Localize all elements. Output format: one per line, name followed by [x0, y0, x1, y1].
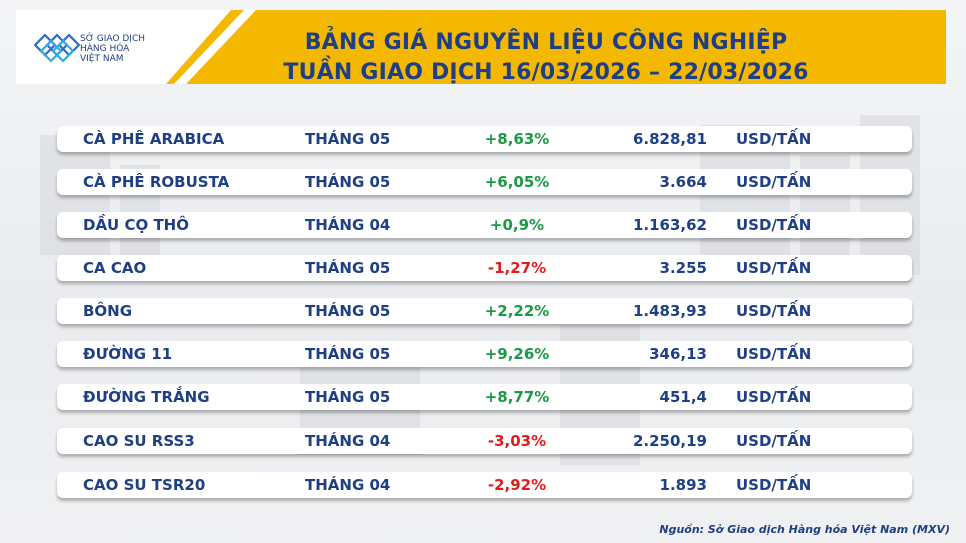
commodity-name: CAO SU TSR20	[83, 476, 206, 494]
table-row: CÀ PHÊ ARABICA THÁNG 05 +8,63% 6.828,81 …	[57, 126, 912, 152]
mxv-logo-icon	[34, 33, 81, 63]
price-value: 451,4	[659, 388, 707, 406]
table-row: DẦU CỌ THÔ THÁNG 04 +0,9% 1.163,62 USD/T…	[57, 212, 912, 238]
price-change: +9,26%	[484, 345, 550, 363]
price-unit: USD/TẤN	[736, 388, 812, 406]
contract-month: THÁNG 05	[305, 302, 391, 320]
price-change: -3,03%	[487, 432, 547, 450]
contract-month: THÁNG 04	[305, 432, 391, 450]
price-unit: USD/TẤN	[736, 345, 812, 363]
table-row: CAO SU RSS3 THÁNG 04 -3,03% 2.250,19 USD…	[57, 428, 912, 454]
contract-month: THÁNG 05	[305, 388, 391, 406]
page-title: BẢNG GIÁ NGUYÊN LIỆU CÔNG NGHIỆP	[304, 30, 788, 55]
price-value: 346,13	[649, 345, 707, 363]
price-change: +6,05%	[484, 173, 550, 191]
price-value: 3.255	[659, 259, 707, 277]
commodity-name: CA CAO	[83, 259, 147, 277]
commodity-name: DẦU CỌ THÔ	[83, 216, 189, 234]
price-value: 6.828,81	[632, 130, 707, 148]
header: SỞ GIAO DỊCH HÀNG HÓA VIỆT NAM BẢNG GIÁ …	[16, 10, 946, 85]
commodity-name: CAO SU RSS3	[83, 432, 195, 450]
price-unit: USD/TẤN	[736, 173, 812, 191]
table-row: BÔNG THÁNG 05 +2,22% 1.483,93 USD/TẤN	[57, 298, 912, 324]
contract-month: THÁNG 05	[305, 345, 391, 363]
price-change: +2,22%	[484, 302, 550, 320]
price-value: 1.163,62	[632, 216, 707, 234]
price-change: -2,92%	[487, 476, 547, 494]
price-unit: USD/TẤN	[736, 259, 812, 277]
price-change: -1,27%	[487, 259, 547, 277]
commodity-name: BÔNG	[83, 302, 133, 320]
logo-text: SỞ GIAO DỊCH HÀNG HÓA VIỆT NAM	[80, 34, 145, 64]
price-unit: USD/TẤN	[736, 432, 812, 450]
price-value: 1.893	[659, 476, 707, 494]
table-row: ĐƯỜNG 11 THÁNG 05 +9,26% 346,13 USD/TẤN	[57, 341, 912, 367]
page-subtitle: TUẦN GIAO DỊCH 16/03/2026 – 22/03/2026	[283, 60, 809, 85]
table-row: ĐƯỜNG TRẮNG THÁNG 05 +8,77% 451,4 USD/TẤ…	[57, 384, 912, 410]
commodity-name: ĐƯỜNG 11	[83, 345, 173, 363]
commodity-name: CÀ PHÊ ARABICA	[83, 130, 225, 148]
source-note: Nguồn: Sở Giao dịch Hàng hóa Việt Nam (M…	[659, 523, 950, 536]
contract-month: THÁNG 04	[305, 216, 391, 234]
commodity-name: ĐƯỜNG TRẮNG	[83, 388, 210, 406]
price-unit: USD/TẤN	[736, 302, 812, 320]
price-value: 3.664	[659, 173, 707, 191]
header-banner	[16, 10, 946, 84]
price-change: +0,9%	[489, 216, 545, 234]
commodity-name: CÀ PHÊ ROBUSTA	[83, 173, 230, 191]
price-value: 2.250,19	[632, 432, 707, 450]
contract-month: THÁNG 05	[305, 173, 391, 191]
price-change: +8,63%	[484, 130, 550, 148]
price-value: 1.483,93	[632, 302, 707, 320]
price-unit: USD/TẤN	[736, 216, 812, 234]
price-change: +8,77%	[484, 388, 550, 406]
table-row: CA CAO THÁNG 05 -1,27% 3.255 USD/TẤN	[57, 255, 912, 281]
table-row: CAO SU TSR20 THÁNG 04 -2,92% 1.893 USD/T…	[57, 472, 912, 498]
price-unit: USD/TẤN	[736, 130, 812, 148]
contract-month: THÁNG 05	[305, 259, 391, 277]
price-unit: USD/TẤN	[736, 476, 812, 494]
contract-month: THÁNG 04	[305, 476, 391, 494]
contract-month: THÁNG 05	[305, 130, 391, 148]
table-row: CÀ PHÊ ROBUSTA THÁNG 05 +6,05% 3.664 USD…	[57, 169, 912, 195]
